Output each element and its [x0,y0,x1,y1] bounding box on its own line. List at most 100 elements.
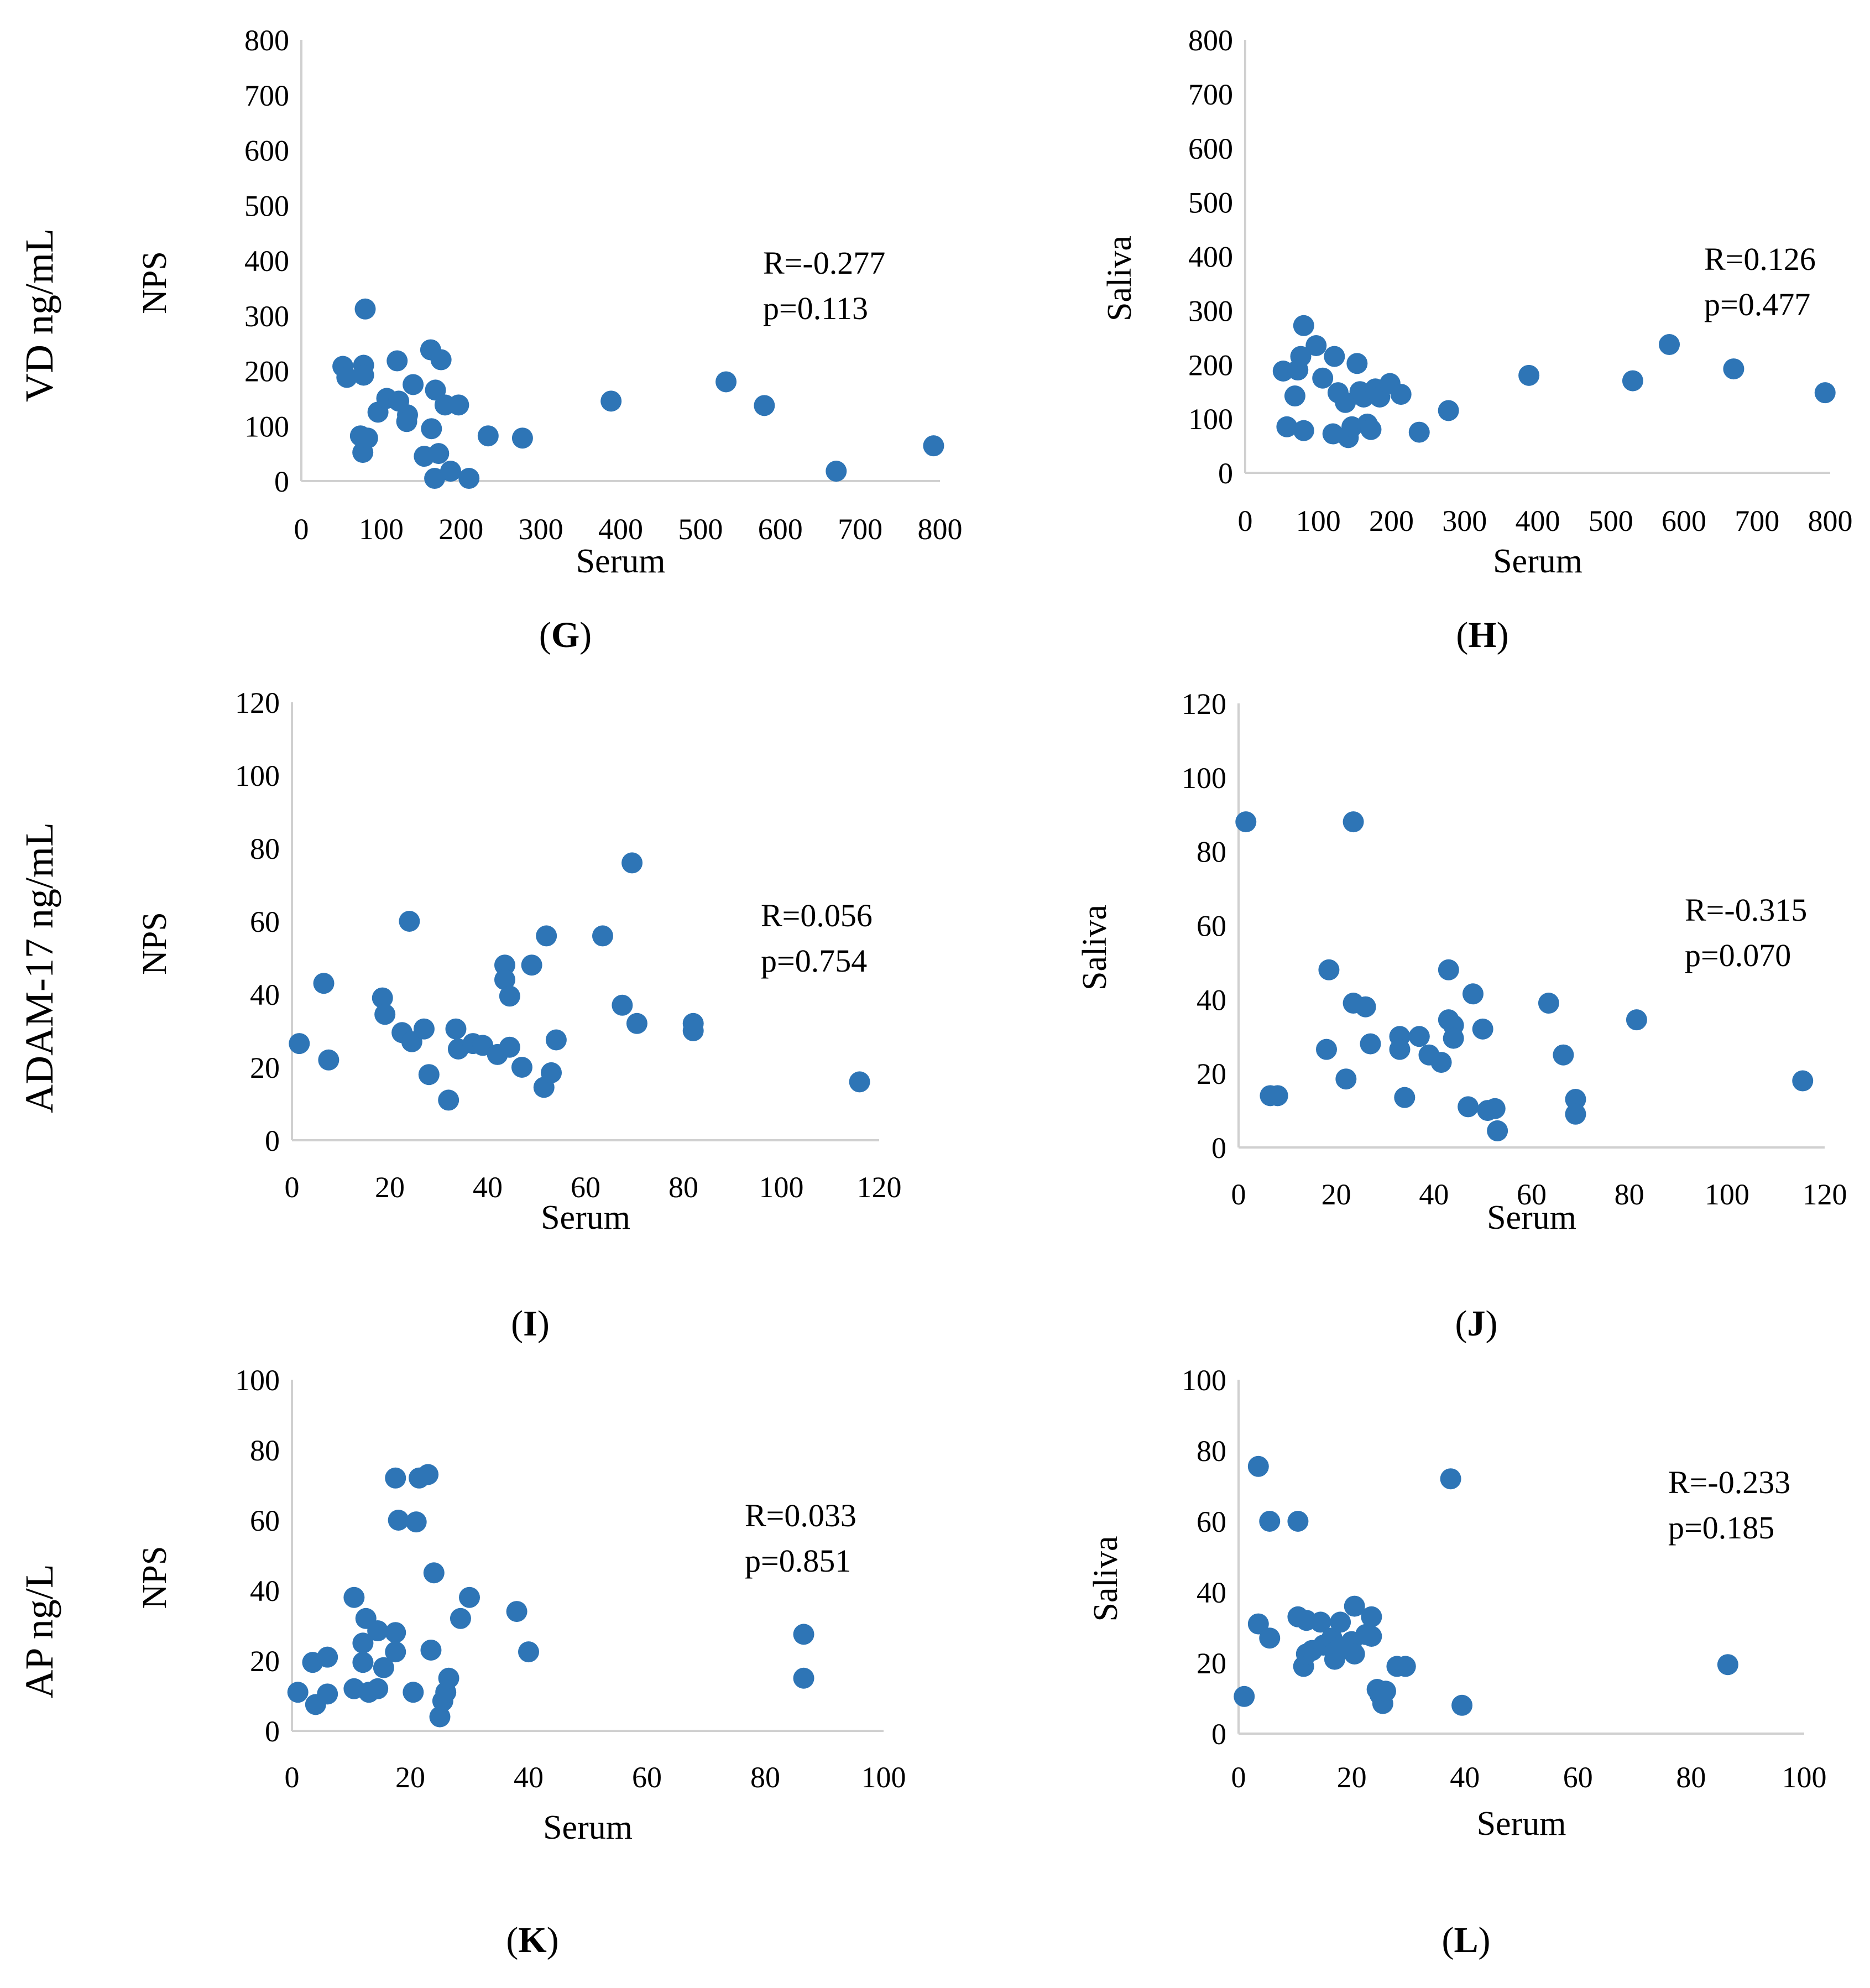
data-point [420,1639,442,1661]
y-tick-label: 120 [1182,687,1226,721]
y-tick-label: 700 [1188,78,1233,111]
data-point [373,1657,394,1678]
y-tick-label: 100 [1182,1364,1226,1397]
x-tick-label: 300 [519,513,563,546]
correlation-r: R=0.056 [761,898,873,933]
data-point [1462,983,1484,1005]
x-tick-label: 700 [838,513,882,546]
x-tick-label: 120 [857,1171,902,1204]
y-tick-label: 100 [235,759,280,792]
x-tick-label: 80 [1615,1178,1644,1211]
data-point [403,374,424,395]
y-tick-label: 100 [1182,761,1226,795]
x-tick-label: 100 [1705,1178,1749,1211]
data-point [1565,1103,1586,1125]
data-point [1717,1654,1738,1676]
data-point [417,1464,439,1485]
data-point [541,1062,562,1083]
data-point [421,418,442,440]
x-tick-label: 500 [678,513,723,546]
y-tick-label: 500 [1188,186,1233,220]
data-point [494,969,515,990]
y-tick-label: 60 [250,905,280,938]
x-tick-label: 40 [1419,1178,1449,1211]
x-axis-label: Serum [541,1199,630,1236]
data-point [1553,1044,1574,1066]
data-point [1335,392,1356,413]
data-point [1310,1611,1331,1633]
data-point [511,1057,532,1078]
y-axis-label: NPS [136,912,174,975]
data-point [1394,1087,1415,1108]
panel-l: 0 20 40 60 80 100 0 20 40 60 80 100 Serum Saliva R=-0.… [1087,1364,1827,1960]
x-tick-label: 0 [285,1171,300,1204]
y-tick-label: 20 [250,1051,280,1084]
y-tick-label: 0 [1211,1131,1226,1165]
data-point [545,1029,567,1051]
data-point [536,925,557,947]
x-tick-label: 60 [571,1171,600,1204]
data-point [1430,1052,1452,1073]
data-point [1458,1096,1479,1118]
panel-letter: L [1454,1920,1478,1960]
data-point [1316,1039,1337,1060]
data-point [367,1620,389,1642]
x-tick-label: 40 [1450,1761,1480,1794]
x-tick-label: 60 [1517,1178,1547,1211]
data-point [1343,811,1364,833]
y-axis-label: Saliva [1101,236,1138,321]
y-tick-label: 400 [1188,241,1233,274]
y-axis-label: NPS [136,251,174,314]
data-point [313,973,335,994]
data-point [1355,996,1376,1018]
data-point [1622,370,1643,392]
y-tick-label: 0 [274,465,289,498]
data-point [849,1071,870,1093]
data-point [1259,1511,1281,1532]
data-point [477,425,499,447]
data-point [372,987,393,1009]
data-point [1518,364,1540,386]
data-point [352,1632,374,1654]
y-tick-label: 0 [1211,1718,1226,1751]
data-point [1723,358,1744,380]
panel-letter: H [1468,615,1496,655]
data-point [438,1667,459,1689]
data-point [430,349,452,371]
y-tick-label: 400 [244,244,289,278]
y-tick-label: 80 [1197,1434,1226,1468]
data-point [429,1706,451,1728]
data-point [499,985,520,1007]
p-value: p=0.185 [1668,1510,1774,1546]
data-point [1451,1694,1473,1716]
data-point [1390,384,1412,405]
data-point [511,427,533,449]
y-tick-label: 600 [1188,132,1233,165]
data-point [403,1682,424,1703]
data-point [592,925,613,947]
data-point [336,367,358,388]
data-point [317,1683,338,1705]
x-tick-label: 0 [285,1761,300,1794]
x-tick-label: 200 [1369,504,1414,538]
data-point [318,1049,339,1071]
x-tick-label: 100 [1782,1761,1827,1794]
p-value: p=0.477 [1704,286,1810,322]
x-axis-label: Serum [576,542,666,580]
data-point [1344,1595,1365,1617]
x-tick-label: 80 [668,1171,698,1204]
data-point [1293,420,1314,441]
data-point [1344,1643,1365,1665]
p-value: p=0.070 [1685,937,1791,973]
data-point [1360,1033,1381,1055]
y-tick-label: 20 [1197,1647,1226,1680]
x-tick-label: 40 [473,1171,503,1204]
data-point [352,1652,374,1673]
panel-letter: K [518,1920,546,1960]
p-value: p=0.754 [761,943,867,979]
data-point [396,411,417,432]
data-point [287,1682,309,1703]
data-point [289,1033,310,1055]
data-point [1538,993,1559,1014]
